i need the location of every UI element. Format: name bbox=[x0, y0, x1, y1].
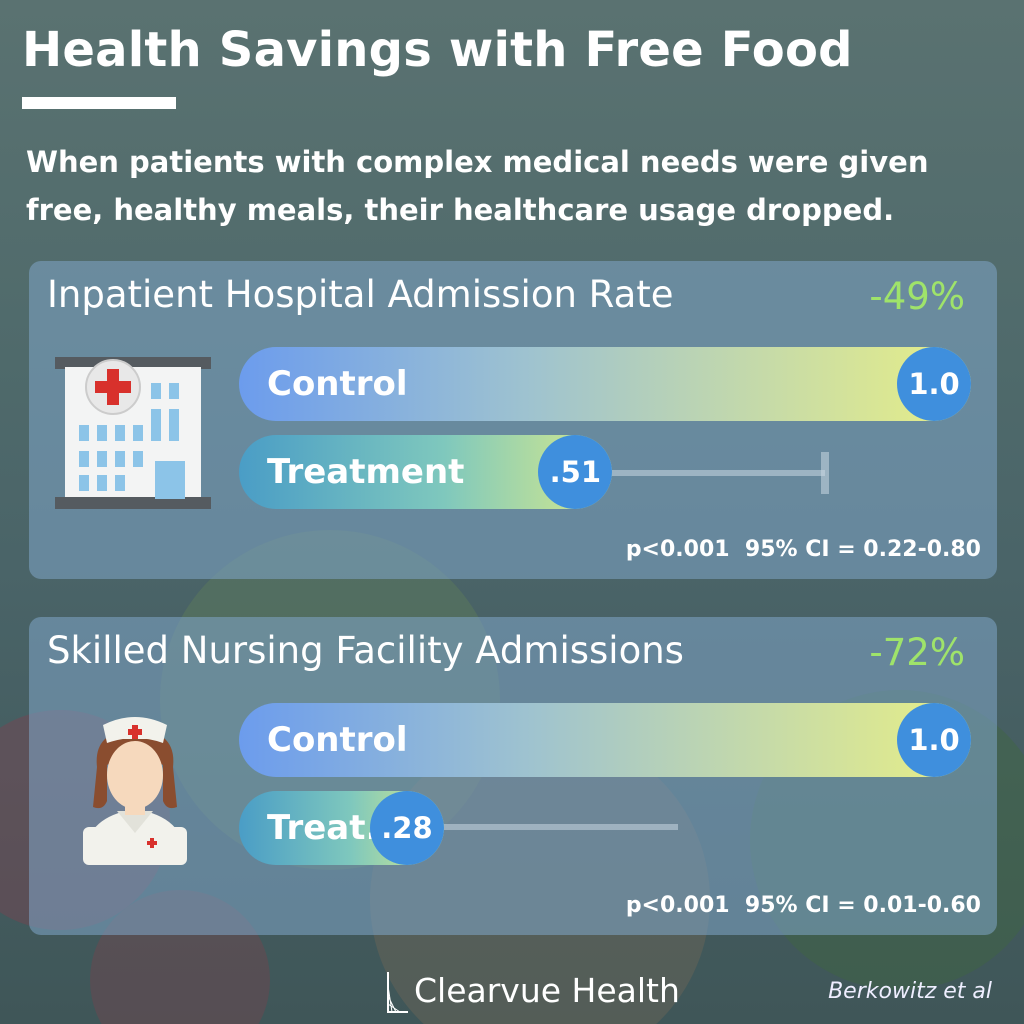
ci-line bbox=[400, 470, 825, 476]
bar-label: Control bbox=[267, 364, 408, 404]
citation: Berkowitz et al bbox=[828, 979, 992, 1004]
page-subtitle: When patients with complex medical needs… bbox=[26, 145, 929, 227]
ci-line bbox=[246, 824, 679, 830]
nurse-icon bbox=[75, 707, 195, 871]
chart-title: Inpatient Hospital Admission Rate bbox=[47, 273, 674, 316]
stats-text: p<0.001 95% CI = 0.22-0.80 bbox=[625, 537, 981, 562]
bar-treatment: Treatment .51 bbox=[239, 435, 613, 509]
data-label: 1.0 bbox=[897, 347, 971, 421]
bar-control: Control 1.0 bbox=[239, 703, 971, 777]
brand-mark-icon bbox=[387, 972, 408, 1013]
brand-logo: Clearvue Health bbox=[386, 966, 680, 1014]
bar-label: Treatment bbox=[267, 452, 465, 492]
data-label: 1.0 bbox=[897, 703, 971, 777]
bar-label: Treat. bbox=[267, 808, 379, 848]
data-label: .51 bbox=[538, 435, 613, 509]
bar-label: Control bbox=[267, 720, 408, 760]
stats-text: p<0.001 95% CI = 0.01-0.60 bbox=[625, 893, 981, 918]
chart-panel-nursing: Skilled Nursing Facility Admissions -72%… bbox=[29, 617, 997, 935]
chart-title: Skilled Nursing Facility Admissions bbox=[47, 629, 684, 672]
chart-panel-hospital: Inpatient Hospital Admission Rate -49% C… bbox=[29, 261, 997, 579]
data-label: .28 bbox=[369, 791, 444, 865]
change-percent: -72% bbox=[869, 631, 965, 674]
hospital-icon bbox=[55, 357, 215, 515]
page-title: Health Savings with Free Food bbox=[22, 22, 853, 78]
bar-treatment: Treat. .28 bbox=[239, 791, 444, 865]
change-percent: -49% bbox=[869, 275, 965, 318]
bar-control: Control 1.0 bbox=[239, 347, 971, 421]
title-underline bbox=[22, 97, 176, 109]
ci-upper-cap bbox=[820, 452, 829, 494]
brand-name: Clearvue Health bbox=[414, 970, 680, 1010]
